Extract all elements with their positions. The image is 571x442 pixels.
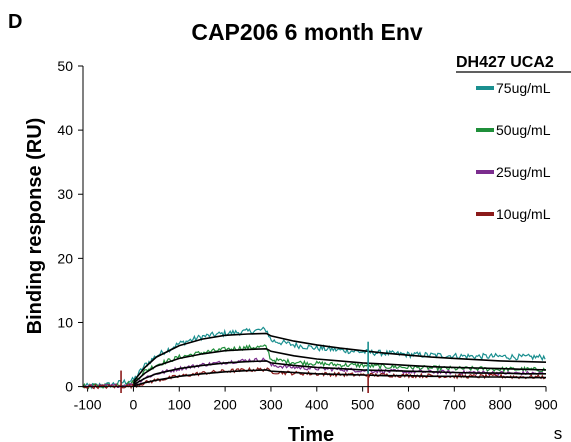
fit-curve-4 [133,369,546,387]
legend-label: 10ug/mL [496,206,551,222]
x-tick-label: 800 [488,397,512,413]
series-line-4 [82,366,546,390]
y-tick-label: 0 [65,379,73,395]
panel-label: D [8,11,22,33]
y-axis-ticks: 0 10 20 30 40 50 [57,58,83,395]
legend-label: 75ug/mL [496,80,551,96]
x-axis-unit: s [554,424,563,442]
legend: DH427 UCA2 75ug/mL 50ug/mL 25ug/mL 10ug/mL [456,54,571,222]
y-tick-label: 20 [57,250,73,266]
chart-title: CAP206 6 month Env [191,19,423,45]
x-tick-label: 900 [534,397,558,413]
x-tick-label: 0 [130,397,138,413]
injection-spikes [120,341,369,393]
y-tick-label: 10 [57,314,73,330]
x-tick-label: 600 [397,397,421,413]
x-axis-label: Time [288,424,334,442]
legend-label: 25ug/mL [496,164,551,180]
x-tick-label: 300 [259,397,283,413]
y-tick-label: 50 [57,58,73,74]
x-tick-label: 200 [213,397,237,413]
x-tick-label: 100 [168,397,192,413]
legend-items: 75ug/mL 50ug/mL 25ug/mL 10ug/mL [476,80,551,222]
legend-label: 50ug/mL [496,122,551,138]
fit-curve-2 [132,347,547,384]
x-tick-label: 700 [443,397,467,413]
x-tick-label: 500 [351,397,375,413]
x-tick-label: -100 [74,397,102,413]
fit-curve-1 [132,332,547,383]
legend-title: DH427 UCA2 [456,54,554,71]
y-tick-label: 40 [57,122,73,138]
x-tick-label: 400 [305,397,329,413]
fit-curves [132,332,547,387]
y-tick-label: 30 [57,186,73,202]
y-axis-label: Binding response (RU) [24,118,46,335]
fit-curve-3 [133,360,546,386]
series-line-1 [82,326,546,390]
x-axis-ticks: -100 0 100 200 300 400 500 600 700 800 900 [74,386,558,413]
